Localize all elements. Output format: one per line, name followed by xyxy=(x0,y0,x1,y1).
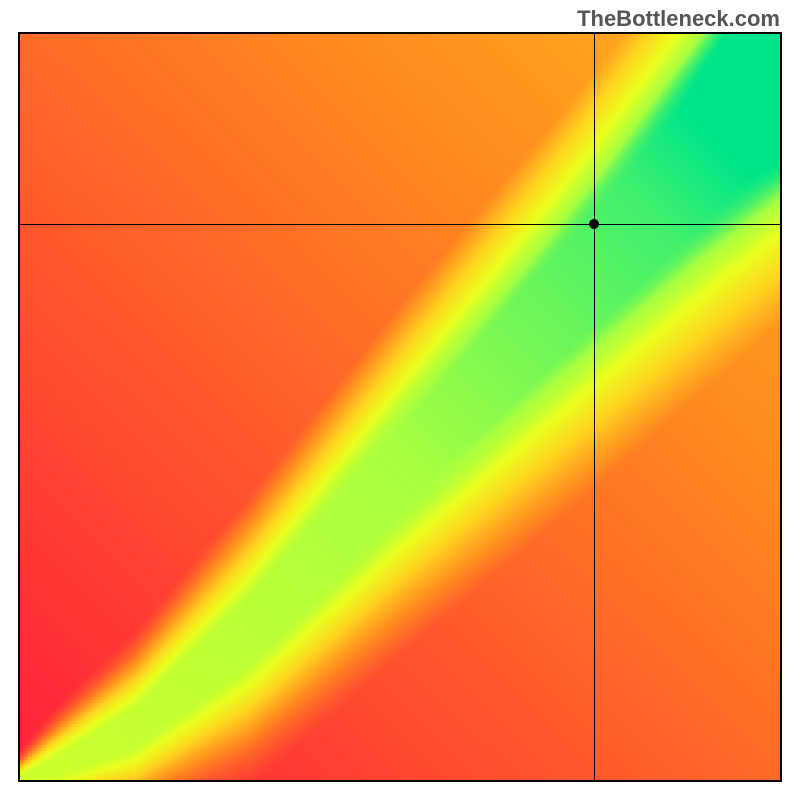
watermark: TheBottleneck.com xyxy=(577,6,780,32)
heatmap-plot xyxy=(18,32,782,782)
crosshair-dot xyxy=(589,219,599,229)
crosshair-vertical xyxy=(594,34,595,780)
crosshair-horizontal xyxy=(20,224,780,225)
heatmap-canvas xyxy=(20,34,780,780)
